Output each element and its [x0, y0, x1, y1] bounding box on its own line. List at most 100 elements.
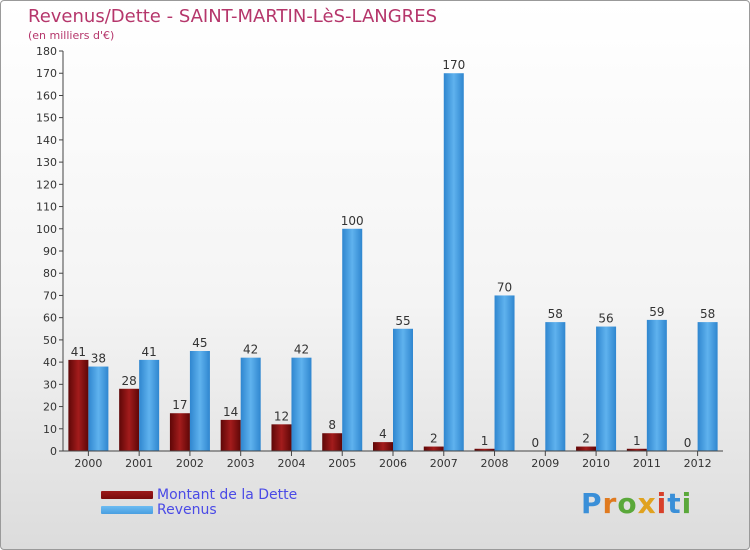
bar-revenus-2000: [88, 366, 109, 451]
bar-dette-2010: [576, 446, 597, 451]
logo-letter: t: [667, 487, 682, 520]
legend-item-dette: Montant de la Dette: [101, 486, 298, 503]
label-dette-2002: 17: [172, 398, 187, 412]
legend-label-dette: Montant de la Dette: [157, 486, 298, 503]
legend-swatch-revenus: [101, 505, 153, 514]
label-revenus-2000: 38: [91, 352, 106, 366]
y-tick-label: 0: [50, 445, 57, 458]
y-axis: 0 10 20 30 40 50 60 70 80 90 100 110 120 130 140 150 160…: [36, 45, 64, 458]
x-tick-label: 2001: [125, 457, 153, 470]
y-tick-label: 100: [36, 223, 57, 236]
x-tick-label: 2002: [176, 457, 204, 470]
label-dette-2001: 28: [122, 374, 137, 388]
bar-revenus-2008: [494, 295, 515, 451]
bar-dette-2006: [373, 442, 393, 451]
x-tick-label: 2004: [277, 457, 305, 470]
label-dette-2003: 14: [223, 405, 238, 419]
label-revenus-2007: 170: [442, 58, 465, 72]
label-dette-2008: 1: [481, 434, 489, 448]
x-tick-label: 2008: [481, 457, 509, 470]
legend-label-revenus: Revenus: [157, 501, 217, 518]
bar-dette-2011: [626, 448, 647, 451]
x-tick-label: 2006: [379, 457, 407, 470]
x-tick-label: 2000: [74, 457, 102, 470]
bar-revenus-2004: [291, 357, 312, 451]
label-dette-2005: 8: [328, 418, 336, 432]
label-revenus-2003: 42: [243, 343, 258, 357]
data-labels: 41 38284117451442124281004552170170058256…: [71, 58, 716, 450]
logo-letter: i: [656, 487, 668, 520]
x-tick-label: 2010: [582, 457, 610, 470]
label-revenus-2011: 59: [649, 305, 664, 319]
label-dette-2012: 0: [684, 436, 692, 450]
chart-title: Revenus/Dette - SAINT-MARTIN-LèS-LANGRES: [28, 6, 437, 27]
label-dette-2004: 12: [274, 409, 289, 423]
y-tick-label: 80: [43, 267, 57, 280]
label-revenus-2001: 41: [142, 345, 157, 359]
bar-revenus-2009: [545, 322, 566, 451]
bar-dette-2008: [474, 448, 495, 451]
y-tick-label: 160: [36, 89, 57, 102]
logo-letter: x: [637, 487, 657, 520]
legend: Montant de la Dette Revenus: [101, 486, 298, 518]
x-tick-label: 2003: [227, 457, 255, 470]
bar-dette-2007: [423, 446, 444, 451]
x-tick-label: 2009: [531, 457, 559, 470]
label-dette-2010: 2: [582, 432, 590, 446]
label-dette-2009: 0: [531, 436, 539, 450]
label-dette-2011: 1: [633, 434, 641, 448]
y-tick-label: 90: [43, 245, 57, 258]
bar-revenus-2011: [646, 319, 667, 451]
label-revenus-2002: 45: [192, 336, 207, 350]
bar-revenus-2003: [240, 357, 261, 451]
y-tick-label: 130: [36, 156, 57, 169]
bar-revenus-2010: [596, 326, 617, 451]
label-revenus-2012: 58: [700, 307, 715, 321]
label-revenus-2009: 58: [548, 307, 563, 321]
bar-dette-2003: [220, 419, 241, 451]
bar-revenus-2012: [697, 322, 718, 451]
label-dette-2000: 41: [71, 345, 86, 359]
logo-letter: r: [602, 487, 618, 520]
y-tick-label: 110: [36, 201, 57, 214]
y-tick-label: 40: [43, 356, 57, 369]
bar-revenus-2002: [189, 351, 210, 451]
label-revenus-2004: 42: [294, 343, 309, 357]
logo-letter: P: [581, 487, 603, 520]
label-revenus-2010: 56: [598, 312, 613, 326]
y-tick-label: 60: [43, 312, 57, 325]
y-tick-label: 50: [43, 334, 57, 347]
y-tick-label: 30: [43, 378, 57, 391]
logo-letter: i: [681, 487, 693, 520]
x-tick-label: 2007: [430, 457, 458, 470]
legend-item-revenus: Revenus: [101, 501, 297, 518]
bar-revenus-2007: [443, 73, 464, 451]
label-revenus-2008: 70: [497, 280, 512, 294]
x-tick-label: 2005: [328, 457, 356, 470]
bar-dette-2000: [68, 359, 89, 451]
logo-letter: o: [617, 487, 638, 520]
label-revenus-2005: 100: [341, 214, 364, 228]
bars: [68, 73, 718, 452]
x-axis: 2000 2001 2002 2003 2004 2005 2006 2007 2008 2009…: [63, 450, 723, 470]
bar-revenus-2005: [342, 228, 363, 451]
y-tick-label: 70: [43, 289, 57, 302]
label-dette-2006: 4: [379, 427, 387, 441]
bar-revenus-2006: [393, 328, 413, 451]
y-tick-label: 10: [43, 423, 57, 436]
y-tick-label: 140: [36, 134, 57, 147]
x-tick-label: 2011: [633, 457, 661, 470]
y-tick-label: 120: [36, 178, 57, 191]
legend-swatch-dette: [101, 490, 153, 499]
chart-subtitle: (en milliers d'€): [28, 29, 115, 42]
bar-dette-2002: [169, 413, 190, 451]
proxiti-logo: Proxiti: [581, 487, 692, 520]
label-revenus-2006: 55: [395, 314, 410, 328]
x-tick-label: 2012: [684, 457, 712, 470]
bar-dette-2004: [271, 424, 292, 451]
label-dette-2007: 2: [430, 432, 438, 446]
y-tick-label: 170: [36, 67, 57, 80]
bar-dette-2001: [119, 388, 140, 451]
bar-revenus-2001: [139, 359, 160, 451]
